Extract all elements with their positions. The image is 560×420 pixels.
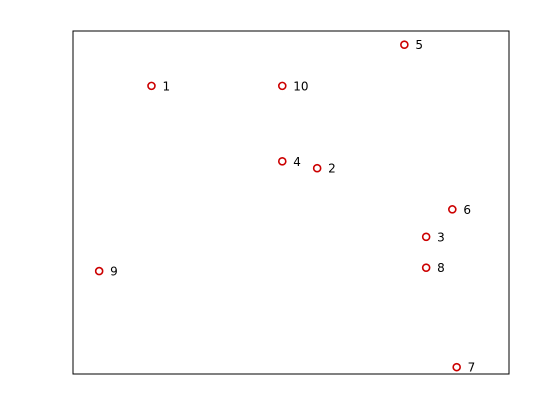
data-label-9: 9 (110, 265, 118, 279)
data-point-2 (312, 163, 322, 173)
data-label-7: 7 (468, 361, 476, 375)
data-point-6 (448, 205, 457, 214)
data-point-5 (400, 40, 409, 50)
data-label-10: 10 (293, 79, 308, 93)
data-label-5: 5 (415, 38, 423, 52)
data-label-6: 6 (463, 203, 471, 217)
data-point-7 (452, 362, 461, 372)
data-point-9 (94, 266, 104, 276)
data-label-2: 2 (328, 162, 336, 176)
data-point-3 (421, 232, 431, 242)
points-layer: 1 2 3 4 5 6 7 8 9 10 (94, 38, 476, 375)
data-point-1 (147, 81, 156, 91)
data-point-8 (421, 263, 431, 272)
data-label-3: 3 (437, 230, 445, 244)
data-point-4 (277, 157, 287, 166)
data-point-10 (277, 81, 287, 91)
data-label-8: 8 (437, 261, 445, 275)
axes-box (72, 30, 510, 375)
data-label-4: 4 (293, 155, 301, 169)
data-label-1: 1 (162, 79, 170, 93)
